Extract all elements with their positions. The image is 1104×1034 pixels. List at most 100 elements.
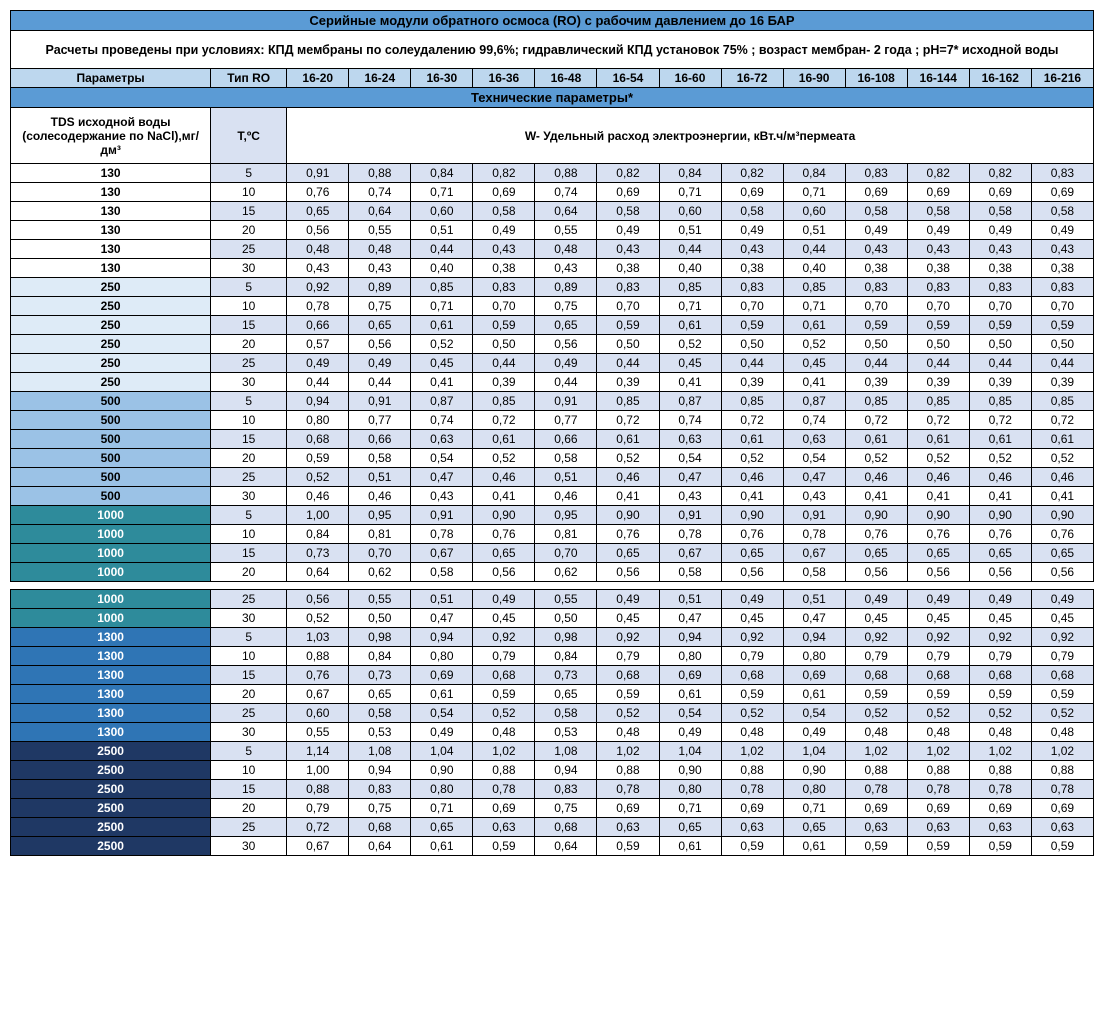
data-cell: 0,74 bbox=[783, 411, 845, 430]
data-cell: 0,61 bbox=[845, 430, 907, 449]
data-cell: 0,41 bbox=[597, 487, 659, 506]
data-cell: 0,89 bbox=[535, 278, 597, 297]
data-cell: 0,87 bbox=[783, 392, 845, 411]
data-cell: 0,45 bbox=[659, 354, 721, 373]
data-cell: 0,52 bbox=[473, 449, 535, 468]
temp-value: 15 bbox=[211, 544, 287, 563]
header-model: 16-144 bbox=[907, 69, 969, 88]
data-cell: 0,69 bbox=[411, 666, 473, 685]
data-cell: 0,67 bbox=[287, 685, 349, 704]
data-cell: 0,90 bbox=[1031, 506, 1093, 525]
data-cell: 0,38 bbox=[969, 259, 1031, 278]
data-cell: 0,60 bbox=[659, 202, 721, 221]
header-model: 16-54 bbox=[597, 69, 659, 88]
data-cell: 0,88 bbox=[535, 164, 597, 183]
data-cell: 0,85 bbox=[845, 392, 907, 411]
data-cell: 0,53 bbox=[349, 723, 411, 742]
data-cell: 0,67 bbox=[287, 837, 349, 856]
data-cell: 0,79 bbox=[473, 647, 535, 666]
data-cell: 0,85 bbox=[783, 278, 845, 297]
data-cell: 0,74 bbox=[349, 183, 411, 202]
tds-value: 2500 bbox=[11, 780, 211, 799]
tds-value: 130 bbox=[11, 221, 211, 240]
data-cell: 0,45 bbox=[783, 354, 845, 373]
data-cell: 0,88 bbox=[597, 761, 659, 780]
data-cell: 0,71 bbox=[659, 183, 721, 202]
data-cell: 0,82 bbox=[473, 164, 535, 183]
data-cell: 0,88 bbox=[845, 761, 907, 780]
data-cell: 0,92 bbox=[969, 628, 1031, 647]
data-cell: 0,92 bbox=[287, 278, 349, 297]
data-cell: 0,66 bbox=[349, 430, 411, 449]
data-cell: 0,94 bbox=[535, 761, 597, 780]
data-cell: 0,72 bbox=[597, 411, 659, 430]
data-cell: 0,43 bbox=[535, 259, 597, 278]
data-cell: 0,43 bbox=[783, 487, 845, 506]
data-cell: 0,49 bbox=[473, 590, 535, 609]
data-cell: 0,94 bbox=[411, 628, 473, 647]
data-cell: 0,39 bbox=[907, 373, 969, 392]
tds-value: 1000 bbox=[11, 525, 211, 544]
data-cell: 0,90 bbox=[783, 761, 845, 780]
data-cell: 0,41 bbox=[783, 373, 845, 392]
data-cell: 0,69 bbox=[659, 666, 721, 685]
header-param: Параметры bbox=[11, 69, 211, 88]
data-cell: 0,61 bbox=[783, 685, 845, 704]
data-cell: 0,46 bbox=[1031, 468, 1093, 487]
data-cell: 0,38 bbox=[845, 259, 907, 278]
data-cell: 0,63 bbox=[473, 818, 535, 837]
data-cell: 0,58 bbox=[1031, 202, 1093, 221]
data-cell: 0,41 bbox=[721, 487, 783, 506]
data-cell: 0,59 bbox=[597, 316, 659, 335]
tds-value: 250 bbox=[11, 373, 211, 392]
data-cell: 0,44 bbox=[907, 354, 969, 373]
data-cell: 0,52 bbox=[969, 704, 1031, 723]
data-cell: 0,95 bbox=[535, 506, 597, 525]
data-cell: 0,48 bbox=[473, 723, 535, 742]
data-cell: 0,82 bbox=[721, 164, 783, 183]
data-cell: 0,59 bbox=[907, 837, 969, 856]
data-cell: 0,47 bbox=[659, 609, 721, 628]
data-cell: 0,50 bbox=[845, 335, 907, 354]
data-cell: 1,08 bbox=[535, 742, 597, 761]
temp-value: 15 bbox=[211, 202, 287, 221]
data-cell: 0,65 bbox=[969, 544, 1031, 563]
data-cell: 0,43 bbox=[473, 240, 535, 259]
data-cell: 0,58 bbox=[411, 563, 473, 582]
data-cell: 0,56 bbox=[1031, 563, 1093, 582]
data-cell: 0,74 bbox=[535, 183, 597, 202]
data-cell: 0,43 bbox=[659, 487, 721, 506]
data-cell: 0,72 bbox=[907, 411, 969, 430]
data-cell: 0,61 bbox=[969, 430, 1031, 449]
data-cell: 0,61 bbox=[783, 837, 845, 856]
data-cell: 0,46 bbox=[473, 468, 535, 487]
data-cell: 0,40 bbox=[411, 259, 473, 278]
data-cell: 0,56 bbox=[907, 563, 969, 582]
temp-value: 30 bbox=[211, 723, 287, 742]
data-cell: 0,82 bbox=[907, 164, 969, 183]
data-cell: 0,68 bbox=[907, 666, 969, 685]
data-cell: 0,92 bbox=[907, 628, 969, 647]
data-cell: 0,59 bbox=[287, 449, 349, 468]
temp-label: Т,ºС bbox=[211, 108, 287, 164]
data-cell: 0,78 bbox=[411, 525, 473, 544]
data-cell: 0,39 bbox=[721, 373, 783, 392]
data-cell: 0,58 bbox=[349, 449, 411, 468]
data-cell: 0,63 bbox=[597, 818, 659, 837]
data-cell: 0,50 bbox=[473, 335, 535, 354]
data-cell: 0,70 bbox=[845, 297, 907, 316]
data-cell: 0,40 bbox=[659, 259, 721, 278]
data-cell: 0,58 bbox=[783, 563, 845, 582]
data-cell: 0,56 bbox=[287, 590, 349, 609]
data-cell: 0,58 bbox=[473, 202, 535, 221]
data-cell: 0,56 bbox=[349, 335, 411, 354]
data-cell: 0,59 bbox=[721, 685, 783, 704]
tds-value: 250 bbox=[11, 316, 211, 335]
data-cell: 1,03 bbox=[287, 628, 349, 647]
data-cell: 0,66 bbox=[287, 316, 349, 335]
data-cell: 0,59 bbox=[1031, 837, 1093, 856]
data-cell: 0,64 bbox=[535, 837, 597, 856]
data-cell: 0,56 bbox=[287, 221, 349, 240]
data-cell: 0,38 bbox=[907, 259, 969, 278]
data-cell: 0,94 bbox=[287, 392, 349, 411]
